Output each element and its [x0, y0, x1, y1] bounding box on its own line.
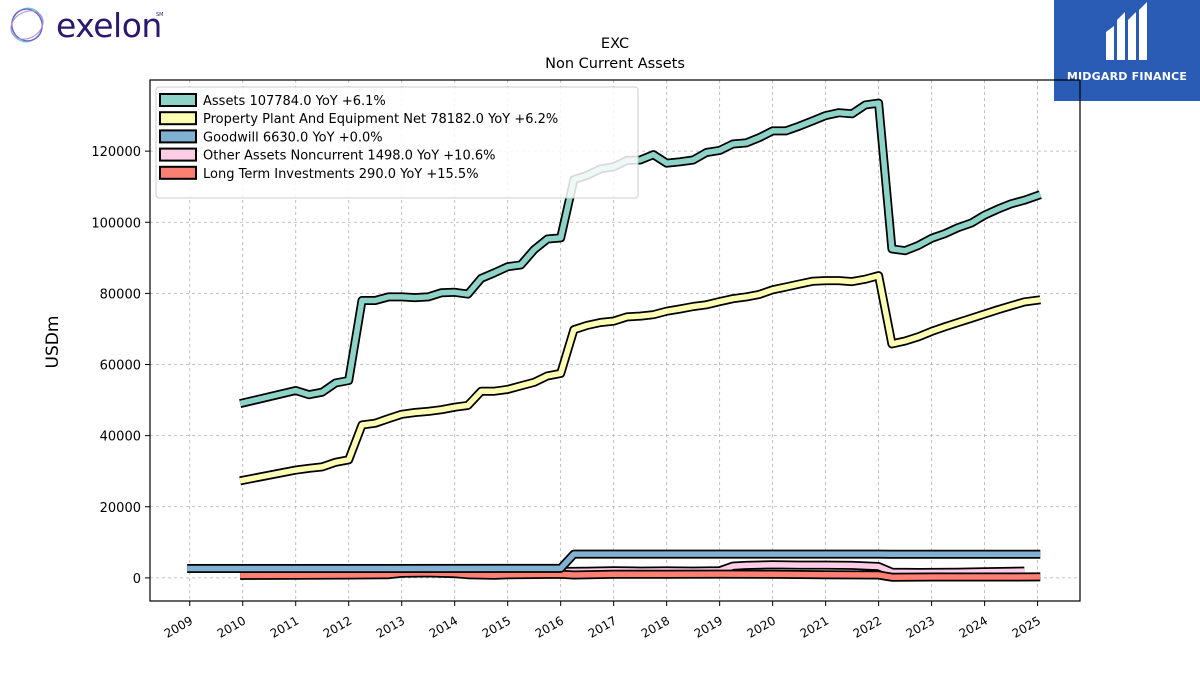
y-tick-label: 20000 — [100, 501, 141, 516]
legend-label: Other Assets Noncurrent 1498.0 YoY +10.6… — [203, 149, 495, 164]
x-tick-label: 2012 — [321, 613, 354, 640]
x-tick-label: 2018 — [639, 613, 672, 640]
legend-label: Goodwill 6630.0 YoY +0.0% — [203, 130, 383, 145]
legend-swatch — [159, 165, 197, 180]
legend-label: Property Plant And Equipment Net 78182.0… — [203, 112, 558, 127]
midgard-logo-icon — [1106, 2, 1147, 60]
plot-frame — [149, 79, 1081, 602]
x-tick-label: 2023 — [904, 613, 937, 640]
x-tick-label: 2022 — [851, 613, 884, 640]
y-tick-label: 40000 — [100, 430, 141, 445]
x-tick-label: 2020 — [745, 613, 778, 640]
exelon-logo: exelon SM — [6, 4, 206, 48]
brand-name: exelon — [56, 6, 162, 45]
series-line-2 — [187, 551, 1041, 572]
y-tick-label: 120000 — [91, 145, 141, 160]
legend-swatch — [159, 111, 197, 126]
x-tick-label: 2014 — [427, 613, 460, 640]
series-line-0 — [239, 100, 1042, 407]
x-tick-label: 2011 — [268, 613, 301, 640]
legend-swatch — [159, 147, 197, 162]
x-tick-label: 2021 — [798, 613, 831, 640]
series-line-4 — [240, 570, 1041, 580]
x-tick-label: 2024 — [957, 613, 990, 640]
legend-label: Assets 107784.0 YoY +6.1% — [203, 94, 386, 109]
y-tick-label: 60000 — [100, 359, 141, 374]
series-lines — [187, 98, 1042, 582]
y-tick-label: 100000 — [91, 216, 141, 231]
exelon-swirl-icon — [10, 7, 44, 43]
y-tick-label: 0 — [133, 572, 141, 587]
midgard-finance-badge: MIDGARD FINANCE — [1054, 0, 1200, 101]
x-tick-label: 2016 — [533, 613, 566, 640]
chart-subtitle: Non Current Assets — [545, 56, 685, 72]
x-tick-label: 2015 — [480, 613, 513, 640]
badge-text: MIDGARD FINANCE — [1066, 70, 1188, 83]
series-line-1 — [239, 272, 1041, 484]
x-tick-label: 2017 — [586, 613, 619, 640]
legend: Assets 107784.0 YoY +6.1% Property Plant … — [155, 86, 639, 199]
legend-label: Long Term Investments 290.0 YoY +15.5% — [203, 167, 479, 182]
y-axis-label: USDm — [43, 316, 63, 369]
x-tick-label: 2013 — [374, 613, 407, 640]
legend-swatch — [159, 129, 197, 144]
chart-title: EXC — [601, 36, 629, 52]
x-tick-label: 2010 — [215, 613, 248, 640]
legend-box — [155, 86, 639, 199]
y-tick-label: 80000 — [100, 287, 141, 302]
x-tick-label: 2009 — [162, 613, 195, 640]
legend-swatch — [159, 93, 197, 107]
brand-mark: SM — [156, 12, 164, 18]
x-tick-label: 2025 — [1010, 613, 1043, 640]
x-tick-label: 2019 — [692, 613, 725, 640]
